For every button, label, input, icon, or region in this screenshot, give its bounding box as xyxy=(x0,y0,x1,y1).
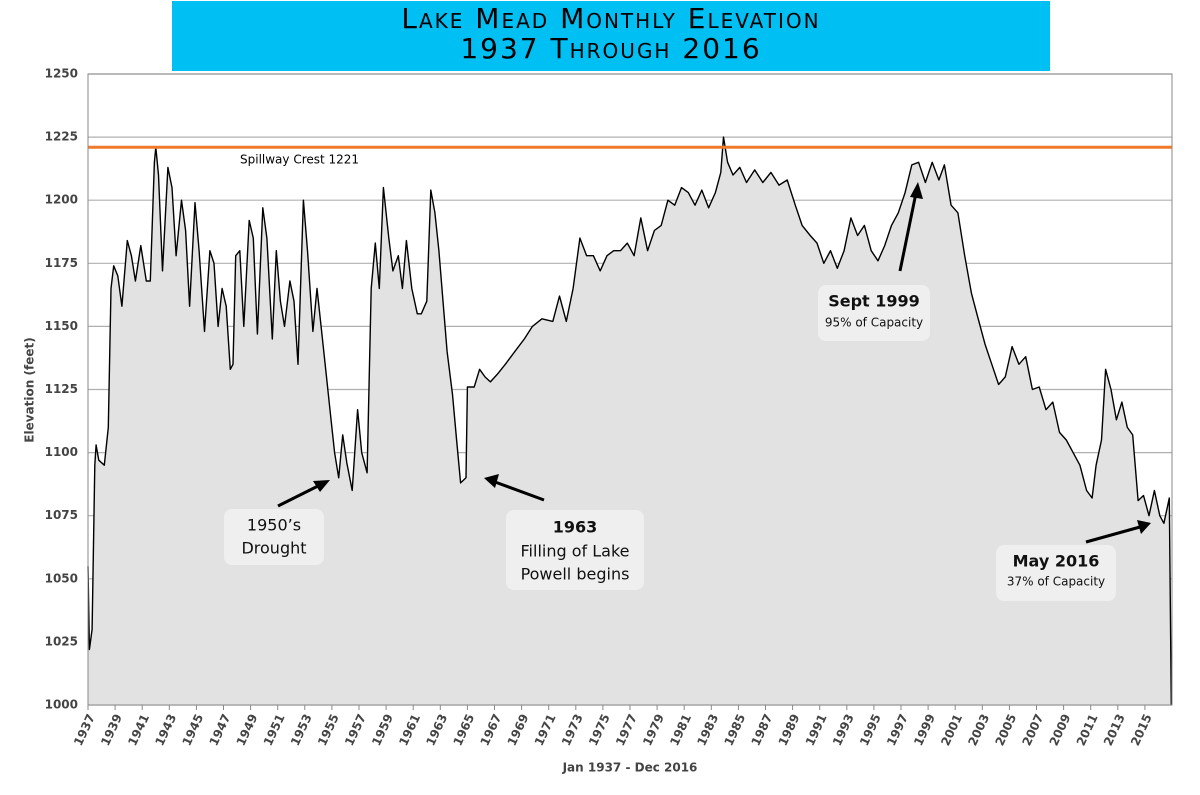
annotation-text: Sept 1999 xyxy=(828,292,920,311)
annotation-arrow xyxy=(494,480,545,502)
annotation-box xyxy=(506,510,644,590)
annotations: 1950’s Drought 1963 Filling of Lake Powe… xyxy=(224,182,1151,601)
annotation-text: Drought xyxy=(241,539,306,558)
annotation-arrow xyxy=(277,482,323,508)
y-tick-label: 1000 xyxy=(45,698,78,712)
x-axis-label: Jan 1937 - Dec 2016 xyxy=(562,761,698,775)
y-tick-label: 1050 xyxy=(45,571,78,585)
line xyxy=(87,136,1172,706)
annotation-text: Filling of Lake xyxy=(521,542,630,561)
annotation-arrow xyxy=(1085,525,1141,544)
annotation-text: 37% of Capacity xyxy=(1007,575,1105,589)
title-box xyxy=(172,1,1050,71)
chart-subtitle: 1937 Through 2016 xyxy=(460,32,761,65)
annotation-text: Powell begins xyxy=(521,565,630,584)
chart-title: Lake Mead Monthly Elevation xyxy=(401,2,820,35)
y-tick-label: 1200 xyxy=(45,193,78,207)
y-tick-label: 1150 xyxy=(45,319,78,333)
reference-label: Spillway Crest 1221 xyxy=(240,153,359,167)
area-fill xyxy=(88,137,1172,706)
y-tick-label: 1025 xyxy=(45,634,78,648)
annotation-box xyxy=(224,509,324,565)
annotation-arrowhead xyxy=(1137,520,1151,534)
annotation-arrowhead xyxy=(910,182,923,199)
y-tick-label: 1075 xyxy=(45,508,78,522)
y-axis-label: Elevation (feet) xyxy=(23,337,37,442)
y-tick-label: 1125 xyxy=(45,382,78,396)
annotation-text: May 2016 xyxy=(1013,552,1100,571)
annotation-text: 1950’s xyxy=(247,516,301,535)
annotation-text: 1963 xyxy=(553,518,598,537)
y-tick-label: 1100 xyxy=(45,445,78,459)
annotation-box xyxy=(818,285,930,341)
annotation-arrowhead xyxy=(484,474,499,488)
y-tick-label: 1225 xyxy=(45,130,78,144)
annotation-arrow xyxy=(898,192,918,272)
y-tick-label: 1175 xyxy=(45,256,78,270)
annotation-box xyxy=(996,545,1116,601)
annotation-text: 95% of Capacity xyxy=(825,316,923,330)
annotation-arrowhead xyxy=(313,480,330,492)
y-tick-label: 1250 xyxy=(45,67,78,81)
